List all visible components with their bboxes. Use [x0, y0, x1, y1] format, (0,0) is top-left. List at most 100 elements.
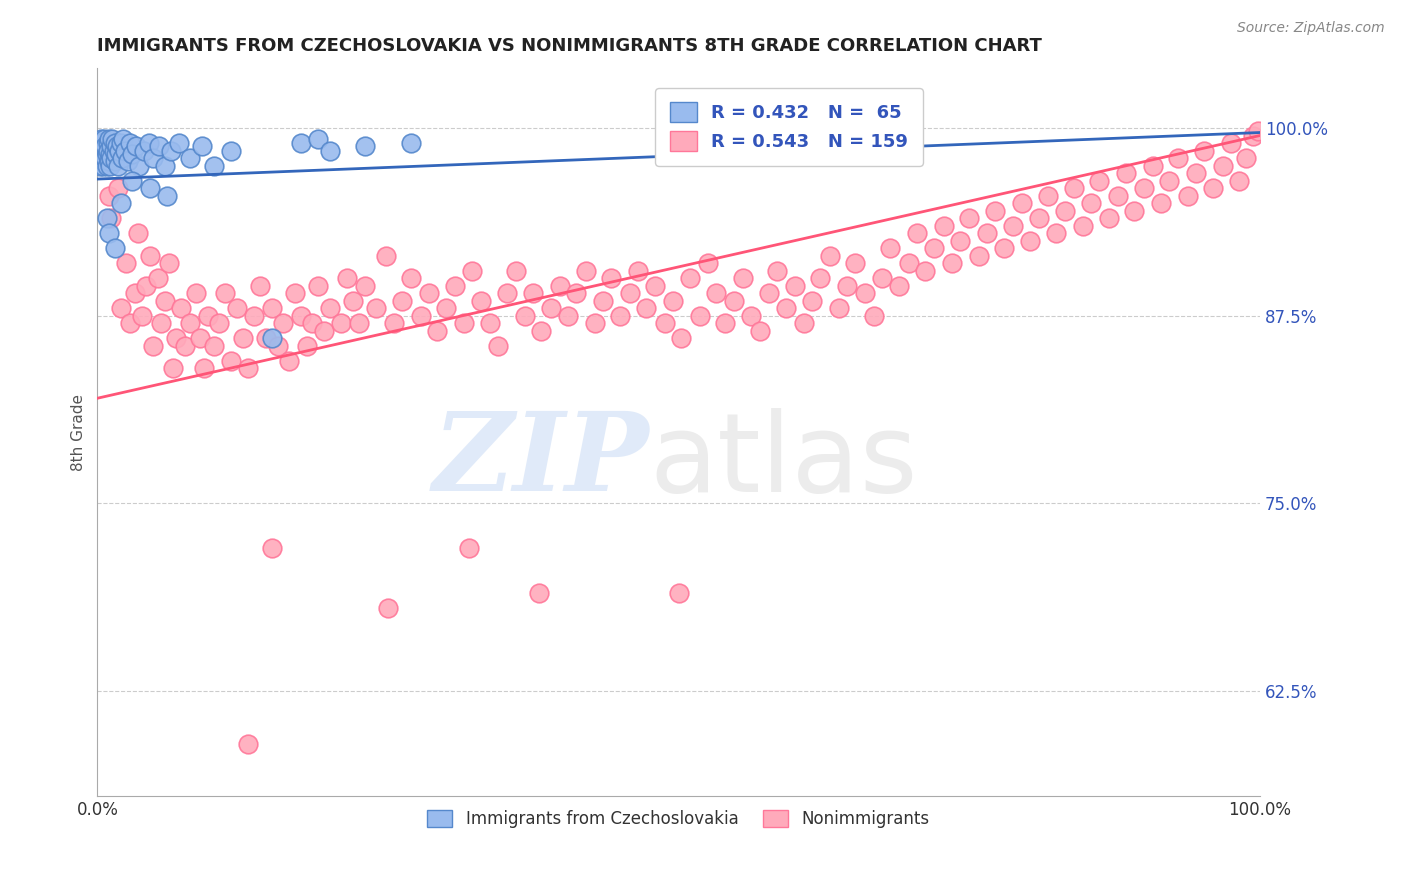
Point [374, 249, 396, 263]
Point [1011, 196, 1033, 211]
Point [522, 286, 544, 301]
Point [188, 331, 211, 345]
Point [818, 249, 841, 263]
Point [669, 331, 692, 345]
Point [114, 144, 136, 158]
Point [91, 159, 114, 173]
Point [1071, 219, 1094, 233]
Point [249, 278, 271, 293]
Point [96, 211, 118, 226]
Point [949, 234, 972, 248]
Point [110, 196, 132, 211]
Point [679, 271, 702, 285]
Point [540, 301, 562, 315]
Point [266, 339, 288, 353]
Point [260, 541, 283, 556]
Point [98, 159, 121, 173]
Point [273, 316, 295, 330]
Point [434, 301, 457, 315]
Point [1045, 226, 1067, 240]
Point [924, 241, 946, 255]
Point [330, 316, 353, 330]
Point [121, 146, 143, 161]
Point [117, 154, 139, 169]
Point [704, 286, 727, 301]
Point [150, 316, 173, 330]
Point [583, 316, 606, 330]
Point [1159, 173, 1181, 187]
Point [575, 263, 598, 277]
Point [100, 151, 122, 165]
Point [104, 146, 127, 161]
Point [243, 309, 266, 323]
Text: IMMIGRANTS FROM CZECHOSLOVAKIA VS NONIMMIGRANTS 8TH GRADE CORRELATION CHART: IMMIGRANTS FROM CZECHOSLOVAKIA VS NONIMM… [97, 37, 1042, 55]
Point [1241, 128, 1264, 143]
Point [889, 278, 911, 293]
Point [897, 256, 920, 270]
Point [319, 144, 342, 158]
Point [225, 301, 247, 315]
Point [91, 148, 114, 162]
Point [342, 293, 364, 308]
Point [91, 154, 114, 169]
Point [1018, 234, 1040, 248]
Point [107, 181, 129, 195]
Point [94, 139, 117, 153]
Point [565, 286, 588, 301]
Legend: Immigrants from Czechoslovakia, Nonimmigrants: Immigrants from Czechoslovakia, Nonimmig… [420, 804, 936, 835]
Point [609, 309, 631, 323]
Point [191, 139, 214, 153]
Point [810, 271, 832, 285]
Point [146, 271, 169, 285]
Point [138, 181, 160, 195]
Point [1028, 211, 1050, 226]
Y-axis label: 8th Grade: 8th Grade [72, 393, 86, 470]
Point [89, 159, 111, 173]
Point [495, 286, 517, 301]
Point [193, 361, 215, 376]
Point [97, 136, 120, 150]
Point [98, 154, 121, 169]
Point [853, 286, 876, 301]
Point [619, 286, 641, 301]
Point [914, 263, 936, 277]
Point [458, 541, 481, 556]
Point [1080, 196, 1102, 211]
Point [90, 131, 112, 145]
Point [127, 226, 149, 240]
Point [104, 241, 127, 255]
Point [202, 339, 225, 353]
Point [214, 286, 236, 301]
Point [319, 301, 342, 315]
Point [932, 219, 955, 233]
Point [1123, 203, 1146, 218]
Point [527, 586, 550, 600]
Point [94, 151, 117, 165]
Point [93, 144, 115, 158]
Point [879, 241, 901, 255]
Point [170, 301, 193, 315]
Point [301, 316, 323, 330]
Point [377, 601, 399, 615]
Point [1192, 144, 1215, 158]
Point [104, 154, 127, 169]
Point [399, 136, 422, 150]
Point [366, 301, 388, 315]
Point [96, 146, 118, 161]
Point [731, 271, 754, 285]
Point [290, 309, 312, 323]
Point [1167, 151, 1189, 165]
Point [870, 271, 893, 285]
Point [1098, 211, 1121, 226]
Point [100, 211, 122, 226]
Point [93, 131, 115, 145]
Point [278, 353, 301, 368]
Point [486, 339, 509, 353]
Point [758, 286, 780, 301]
Point [479, 316, 502, 330]
Point [111, 131, 134, 145]
Point [162, 361, 184, 376]
Point [260, 331, 283, 345]
Point [957, 211, 980, 226]
Point [353, 278, 375, 293]
